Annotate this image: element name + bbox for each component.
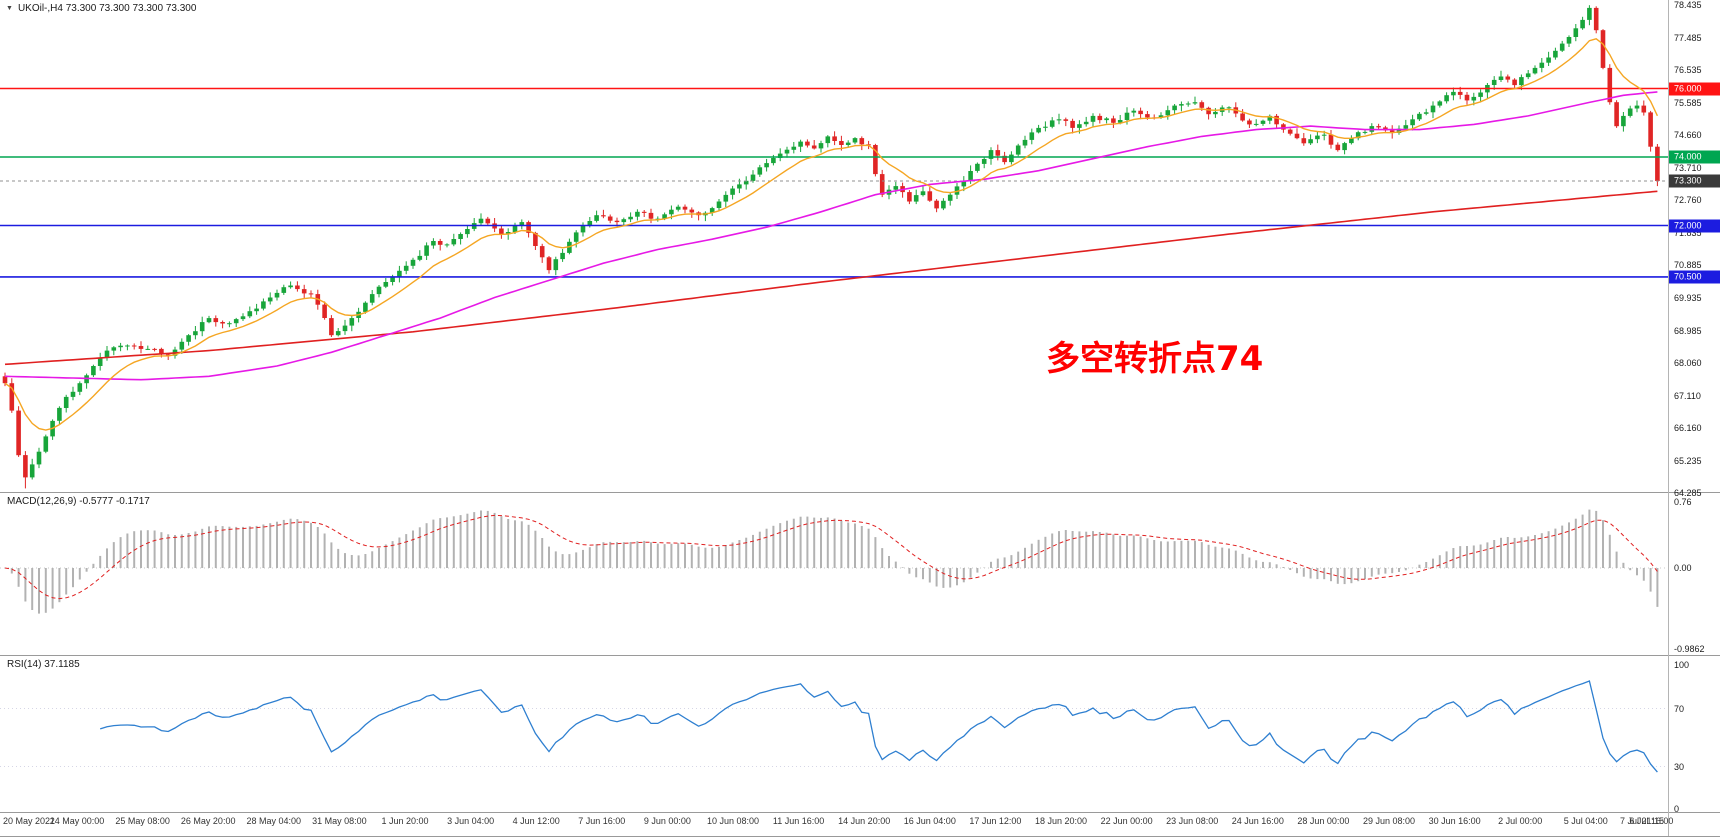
symbol-title: ▼ UKOil-,H4 73.300 73.300 73.300 73.300 — [6, 3, 196, 14]
time-axis-label: 18 Jun 20:00 — [1034, 816, 1088, 826]
macd-pane[interactable] — [0, 493, 1668, 655]
pane-separator[interactable] — [0, 655, 1720, 656]
time-axis-label: 31 May 08:00 — [312, 816, 367, 826]
time-axis-label: 24 Jun 16:00 — [1231, 816, 1284, 826]
price-axis-label: 72.760 — [1674, 195, 1702, 206]
axis-divider — [1668, 0, 1669, 836]
rsi-pane[interactable] — [0, 656, 1668, 812]
time-axis-label: 22 Jun 00:00 — [1100, 816, 1153, 826]
macd-indicator-label: MACD(12,26,9) -0.5777 -0.1717 — [7, 496, 150, 507]
price-axis-label: 70.885 — [1674, 260, 1702, 271]
time-axis-label: 3 Jun 04:00 — [447, 816, 495, 826]
macd-axis-label: -0.9862 — [1674, 644, 1705, 654]
pane-separator[interactable] — [0, 492, 1720, 493]
time-axis-label: 17 Jun 12:00 — [969, 816, 1022, 826]
price-axis-label: 73.710 — [1674, 162, 1702, 173]
price-axis-label: 64.285 — [1674, 488, 1702, 499]
time-axis-label: 11 Jun 16:00 — [772, 816, 825, 826]
time-axis-label: 7 Jun 16:00 — [578, 816, 626, 826]
time-axis-label: 20 May 2021 — [3, 816, 56, 826]
chart-marker-icon: ▼ — [6, 4, 13, 12]
annotation-text: 多空转折点74 — [1046, 339, 1264, 379]
price-pane[interactable] — [0, 0, 1668, 492]
price-level-badge: 70.500 — [1669, 270, 1720, 284]
price-level-badge: 74.000 — [1669, 150, 1720, 164]
price-axis-label: 68.060 — [1674, 358, 1702, 369]
rsi-axis-label: 30 — [1674, 762, 1685, 772]
rsi-indicator-label: RSI(14) 37.1185 — [7, 659, 80, 670]
price-axis-label: 74.660 — [1674, 130, 1702, 141]
macd-axis-label: 0.76 — [1674, 497, 1692, 507]
time-axis-label: 23 Jun 08:00 — [1166, 816, 1219, 826]
time-axis-label: 2 Jul 00:00 — [1498, 816, 1543, 826]
time-axis-label: 9 Jun 00:00 — [643, 816, 691, 826]
price-axis-label: 66.160 — [1674, 423, 1702, 434]
time-axis-label: 6 Jul 16:00 — [1629, 816, 1674, 826]
price-axis-label: 67.110 — [1674, 390, 1701, 401]
time-axis-label: 1 Jun 20:00 — [381, 816, 429, 826]
rsi-axis-label: 0 — [1674, 804, 1680, 814]
time-axis-label: 4 Jun 12:00 — [512, 816, 560, 826]
time-axis-label: 7 Jul 21:15 — [1619, 816, 1664, 826]
price-axis-label: 69.935 — [1674, 292, 1702, 303]
time-axis-label: 14 Jun 20:00 — [838, 816, 891, 826]
time-axis-label: 28 May 04:00 — [246, 816, 302, 826]
time-axis-label: 24 May 00:00 — [49, 816, 105, 826]
time-axis-label: 30 Jun 16:00 — [1428, 816, 1481, 826]
pane-separator — [0, 812, 1720, 813]
price-level-badge: 73.300 — [1669, 174, 1720, 188]
price-axis-label: 75.585 — [1674, 97, 1702, 108]
price-level-badge: 76.000 — [1669, 82, 1720, 95]
time-axis-label: 5 Jul 04:00 — [1563, 816, 1608, 826]
rsi-axis-label: 70 — [1674, 704, 1685, 714]
symbol-title-text: UKOil-,H4 73.300 73.300 73.300 73.300 — [17, 3, 197, 14]
rsi-axis-label: 100 — [1674, 660, 1690, 670]
time-axis-label: 29 Jun 08:00 — [1362, 816, 1416, 826]
price-axis-label: 77.485 — [1674, 32, 1702, 43]
price-axis-label: 78.435 — [1674, 0, 1702, 10]
time-axis-label: 26 May 20:00 — [180, 816, 236, 826]
time-axis-label: 25 May 08:00 — [115, 816, 170, 826]
time-axis-label: 16 Jun 04:00 — [903, 816, 956, 826]
time-axis-label: 10 Jun 08:00 — [706, 816, 760, 826]
price-level-badge: 72.000 — [1669, 219, 1720, 232]
price-axis-label: 68.985 — [1674, 325, 1702, 336]
price-axis-label: 76.535 — [1674, 65, 1702, 76]
macd-axis-label: 0.00 — [1674, 563, 1692, 573]
price-axis-label: 65.235 — [1674, 455, 1702, 466]
price-axis-label: 71.835 — [1674, 227, 1702, 238]
time-axis-label: 28 Jun 00:00 — [1297, 816, 1350, 826]
